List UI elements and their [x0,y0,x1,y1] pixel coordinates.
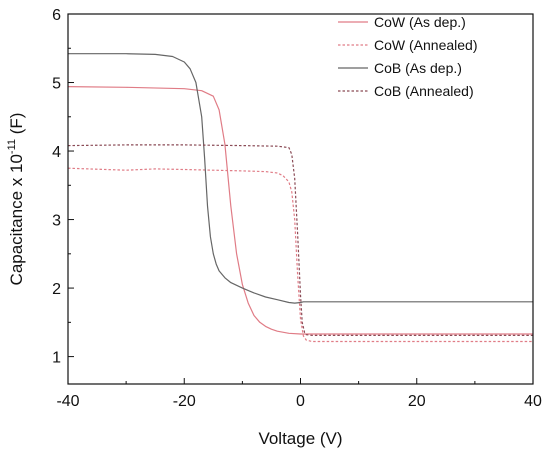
series-line-1 [68,167,533,343]
axes: -40 -20 0 20 40 1 2 3 4 5 6 [52,7,542,410]
y-axis-title-unit: (F) [7,113,26,139]
x-tick-label: 40 [524,393,542,410]
series-line-0 [68,86,533,335]
legend-label-2: CoB (As dep.) [374,60,462,76]
x-tick-label: -20 [173,393,196,410]
legend-label-1: CoW (Annealed) [374,37,478,53]
x-tick-label: 0 [296,393,305,410]
legend-label-3: CoB (Annealed) [374,83,474,99]
y-axis-title-base: Capacitance x 10 [7,154,26,285]
plot-frame [67,13,534,385]
y-tick-label: 6 [52,7,61,24]
x-tick-label: -40 [56,393,79,410]
y-axis-title: Capacitance x 10-11 (F) [6,113,26,286]
y-tick-label: 1 [52,350,61,367]
plot-area [68,53,533,343]
series-line-3 [68,144,533,336]
x-axis-title: Voltage (V) [258,429,342,448]
y-tick-label: 3 [52,213,61,230]
y-axis-title-exponent: -11 [6,139,18,154]
y-tick-label: 5 [52,76,61,93]
series-line-2 [68,53,533,304]
legend-label-0: CoW (As dep.) [374,14,466,30]
legend: CoW (As dep.) CoW (Annealed) CoB (As dep.)… [338,14,478,99]
y-tick-label: 2 [52,281,61,298]
y-tick-label: 4 [52,144,61,161]
x-tick-label: 20 [408,393,426,410]
